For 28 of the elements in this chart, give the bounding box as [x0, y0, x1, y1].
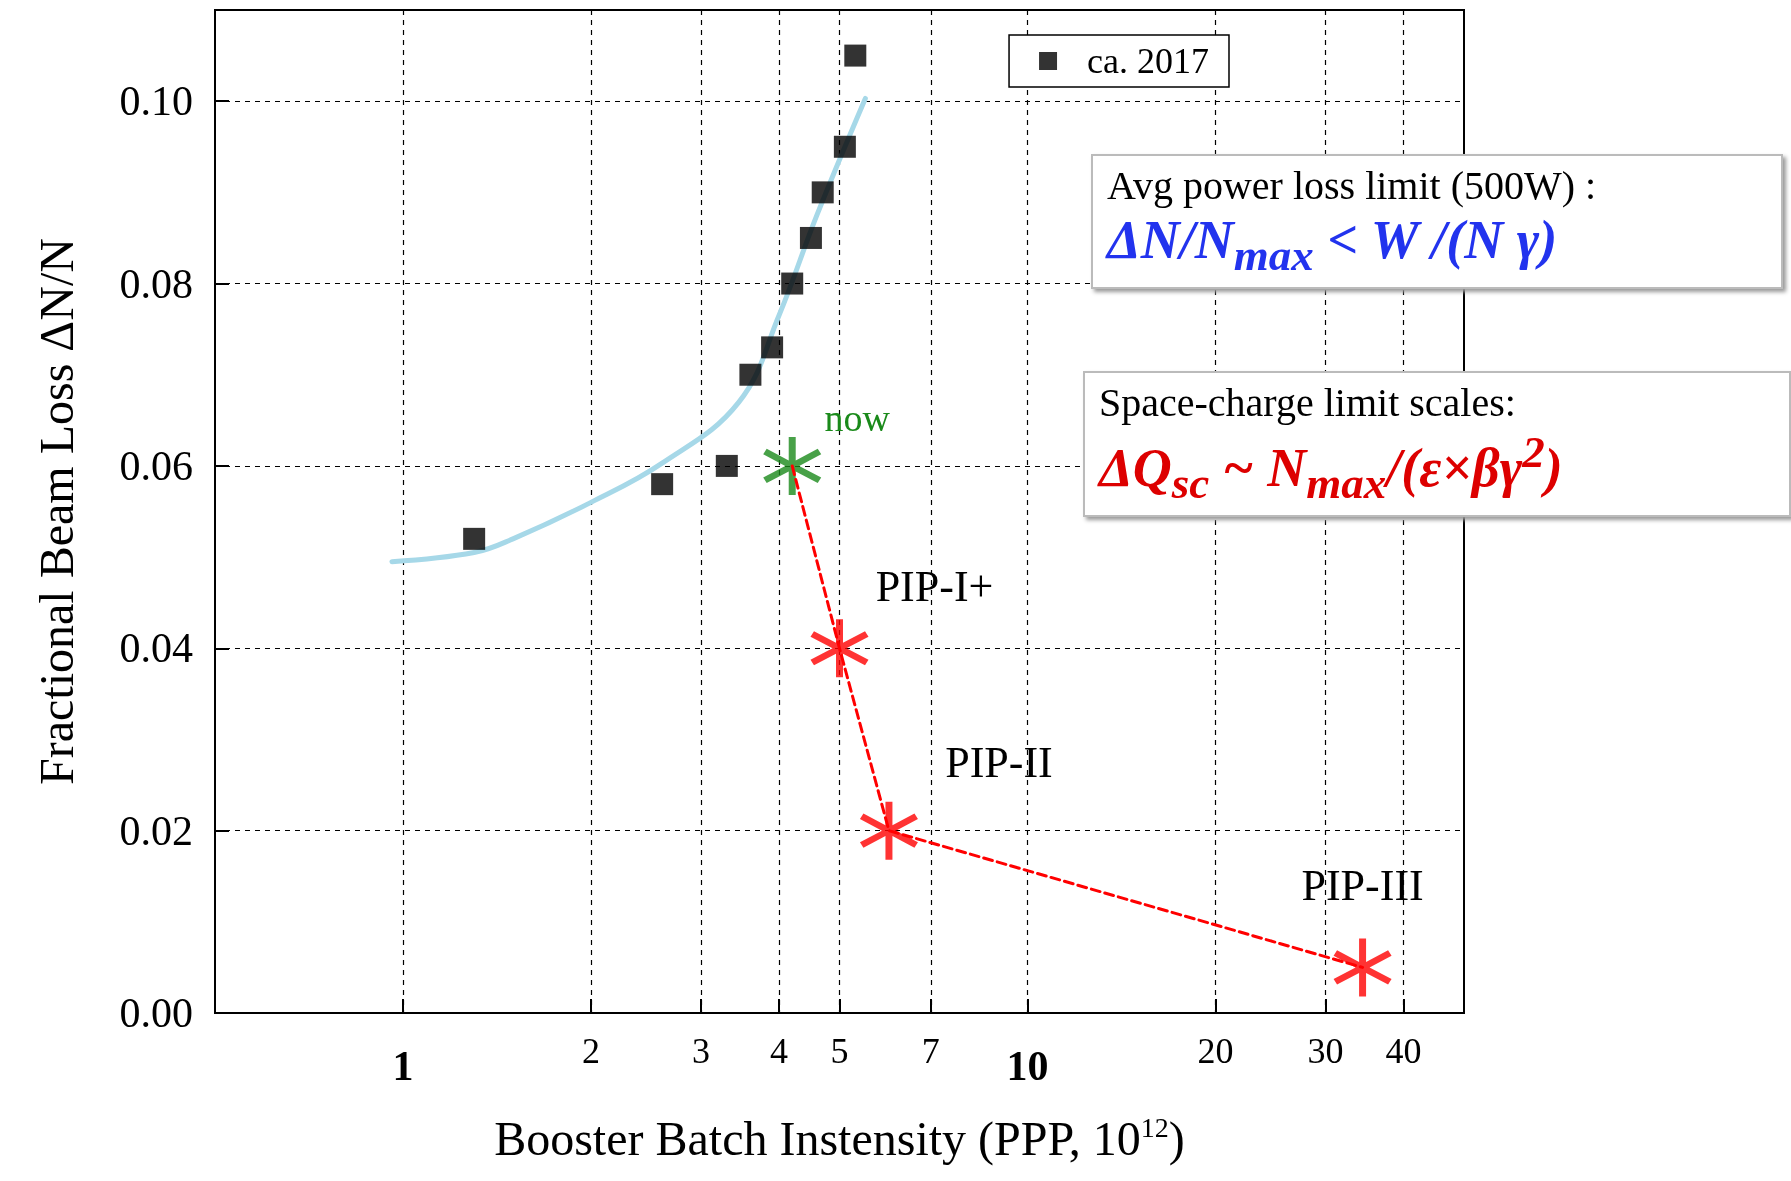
x-tick-label: 1 [392, 1043, 414, 1089]
annotation: PIP-III [1301, 860, 1424, 910]
annotation: ΔQ$_{sc}$ ~ N$_{max}$/(ε×βγ$^{2}$) [1099, 426, 1564, 509]
x-tick-label: 3 [691, 1031, 710, 1071]
x-tick-label: 5 [830, 1031, 849, 1071]
x-tick-label: 4 [769, 1031, 788, 1071]
legend-label: ca. 2017 [1087, 41, 1210, 81]
x-tick-label: 40 [1385, 1031, 1422, 1071]
annotation: ΔN/N$_{max}$ < W /(N γ) [1107, 209, 1559, 281]
x-tick-label: 2 [581, 1031, 600, 1071]
y-tick-label: 0.10 [119, 78, 193, 125]
x-tick-label: 20 [1197, 1031, 1234, 1071]
text-box: Avg power loss limit (500W) : ΔN/N$_{max}$ < W /(N γ) [1091, 154, 1783, 289]
x-tick-label: 10 [1006, 1043, 1049, 1089]
annotation: Space-charge limit scales: [1099, 379, 1517, 426]
y-axis-title: Fractional Beam Loss ΔN/N [29, 238, 83, 785]
x-tick-label: 7 [921, 1031, 940, 1071]
annotation: PIP-I+ [875, 561, 994, 611]
y-tick-label: 0.06 [119, 442, 193, 489]
y-tick-label: 0.04 [119, 625, 193, 672]
annotation: now [824, 396, 891, 439]
y-tick-label: 0.00 [119, 990, 193, 1036]
x-tick-label: 30 [1307, 1031, 1344, 1071]
annotation: PIP-II [945, 738, 1053, 788]
y-tick-label: 0.02 [119, 807, 193, 854]
text-box: Space-charge limit scales: ΔQ$_{sc}$ ~ N$_{max}$/(ε×βγ$^{2}$) [1083, 371, 1791, 517]
y-tick-label: 0.08 [119, 260, 193, 307]
annotation: Avg power loss limit (500W) : [1107, 162, 1598, 209]
